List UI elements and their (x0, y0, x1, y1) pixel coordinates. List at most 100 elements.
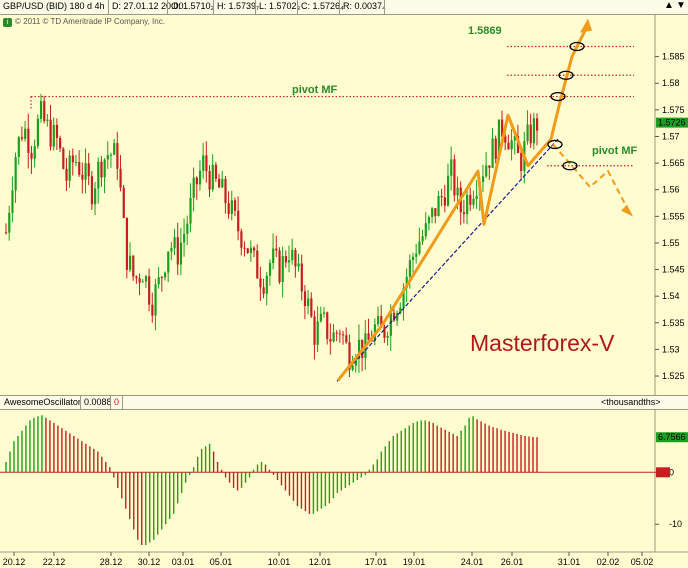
time-axis: 20.12 22.12 28.12 30.12 03.01 05.01 10.01 12.01… (3, 552, 654, 567)
candle-body (501, 119, 504, 137)
candle-body (55, 124, 59, 138)
candle-body (456, 187, 459, 196)
candle-body (272, 248, 275, 264)
level-marker (569, 41, 585, 52)
candle-body (380, 316, 383, 327)
candle-body (450, 159, 453, 176)
candle-body (30, 152, 33, 159)
bullish-arrowhead (580, 18, 592, 33)
target-price-label: 1.5869 (468, 25, 502, 37)
candle-body (326, 312, 329, 339)
level-marker (550, 91, 566, 102)
candle-body (396, 312, 399, 321)
oscillator-value: 0.0088 (84, 397, 112, 407)
candle-body (94, 188, 97, 205)
candle-body (405, 276, 408, 289)
oscillator-units: <thousandths> (601, 397, 661, 407)
candle-body (90, 176, 94, 205)
candle-body (256, 250, 259, 279)
price-tick-label: 1.56 (662, 185, 680, 195)
candle-body (170, 248, 173, 252)
candle-body (408, 260, 412, 277)
candle-body (141, 281, 144, 283)
candle-body (49, 119, 52, 147)
candle-body (20, 137, 24, 139)
candle-body (208, 171, 211, 190)
pivot-label-left: pivot MF (292, 84, 337, 96)
candle-body (532, 118, 536, 144)
level-marker (562, 161, 578, 171)
candle-body (195, 177, 198, 185)
candle-body (138, 278, 141, 283)
info-icon[interactable]: i (3, 18, 12, 27)
candle-body (462, 212, 466, 215)
candle-body (214, 164, 218, 179)
oscillator-bars (5, 415, 538, 545)
date-readout: D: 27.01.12 20:00 (112, 1, 184, 11)
scroll-up-icon[interactable]: ▲ (664, 0, 674, 11)
candle-body (418, 241, 421, 254)
candle-body (157, 277, 160, 285)
candle-body (243, 247, 246, 249)
candle-body (427, 216, 431, 224)
candle-body (5, 232, 8, 234)
candle-body (472, 198, 475, 205)
candle-body (240, 231, 243, 248)
candle-body (494, 138, 497, 159)
candle-body (316, 321, 319, 345)
candle-body (421, 236, 424, 242)
candle-body (148, 276, 151, 305)
candle-body (78, 162, 81, 175)
candle-body (437, 195, 440, 216)
level-marker (558, 70, 574, 80)
candle-body (342, 334, 345, 336)
candle-body (160, 277, 164, 279)
oscillator-axis: -10 0 6.7566 (655, 432, 688, 529)
time-tick-label: 05.02 (631, 557, 654, 567)
candle-body (68, 155, 71, 181)
price-axis: 1.525 1.53 1.535 1.54 1.545 1.55 1.555 1.56 1.56… (655, 52, 688, 381)
price-tick-label: 1.54 (662, 291, 680, 301)
osc-tick-label: 0 (669, 467, 674, 477)
candle-body (151, 304, 154, 316)
price-grid (0, 15, 688, 553)
candle-body (103, 159, 106, 178)
candle-body (481, 176, 485, 183)
candle-body (300, 263, 303, 292)
candle-body (307, 298, 310, 307)
brand-watermark: Masterforex-V (470, 330, 615, 356)
candle-body (46, 119, 49, 121)
time-tick-label: 20.12 (3, 557, 26, 567)
candle-body (310, 298, 313, 317)
time-tick-label: 02.02 (597, 557, 620, 567)
time-tick-label: 24.01 (461, 557, 484, 567)
candle-body (59, 137, 62, 149)
candle-body (434, 208, 437, 216)
candle-body (510, 140, 513, 150)
candle-body (411, 256, 415, 261)
candle-body (221, 178, 224, 188)
candle-body (424, 223, 427, 237)
candle-body (415, 253, 418, 257)
candle-body (132, 255, 135, 277)
time-tick-label: 12.01 (309, 557, 332, 567)
symbol-label[interactable]: GBP/USD (BID) 180 d 4h (3, 1, 105, 11)
candle-body (43, 101, 46, 121)
oscillator-name[interactable]: AwesomeOscillator (4, 397, 81, 407)
price-tick-label: 1.53 (662, 344, 680, 354)
candle-body (386, 335, 389, 338)
time-tick-label: 28.12 (100, 557, 123, 567)
candle-body (443, 197, 446, 206)
candle-body (189, 197, 192, 224)
candle-body (497, 119, 501, 159)
osc-current-tag (656, 432, 688, 443)
time-tick-label: 26.01 (501, 557, 524, 567)
candle-body (335, 332, 338, 334)
scroll-down-icon[interactable]: ▼ (676, 0, 686, 11)
range-readout: R: 0.0037₄ (343, 1, 386, 11)
candle-body (383, 326, 386, 338)
time-tick-label: 30.12 (138, 557, 161, 567)
candle-body (389, 312, 392, 336)
candle-body (268, 263, 272, 276)
current-price-tag (656, 117, 688, 128)
